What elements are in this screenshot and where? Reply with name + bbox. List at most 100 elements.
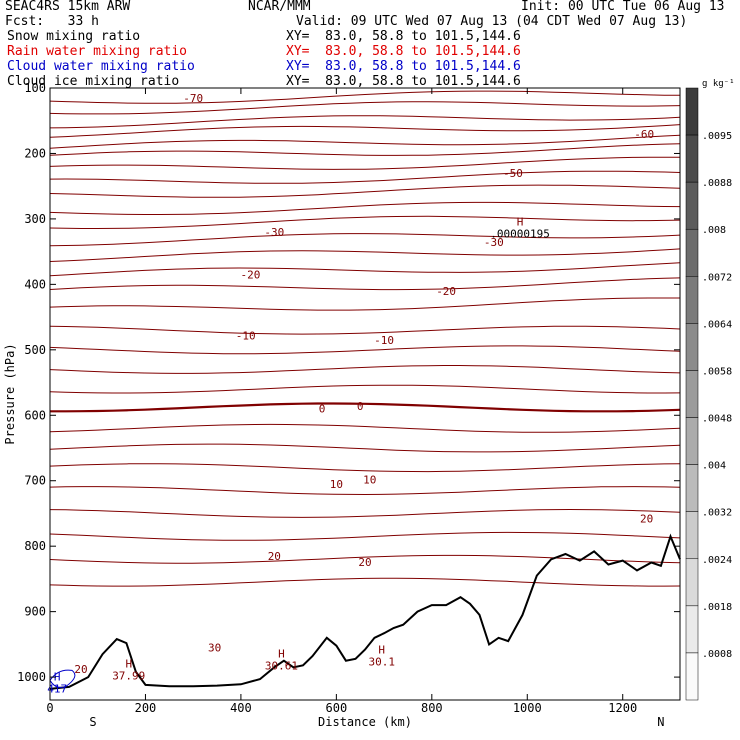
x-tick-label: 1000: [513, 701, 542, 715]
colorbar-label: .0008: [702, 649, 732, 660]
colorbar-cell: [685, 652, 699, 701]
colorbar-label: .0095: [702, 131, 732, 142]
isotherm-line: [49, 577, 681, 587]
colorbar-cell: [685, 417, 699, 465]
extremum-value: 417: [47, 682, 67, 695]
y-tick-label: 500: [24, 343, 46, 357]
contour-label: -60: [634, 128, 654, 141]
forecast-hour: Fcst: 33 h: [5, 14, 99, 29]
colorbar-label: .0018: [702, 602, 732, 613]
field-name-cloud-water: Cloud water mixing ratio: [7, 59, 195, 74]
contour-label: -20: [241, 269, 261, 282]
contour-label: -20: [436, 285, 456, 298]
y-tick-label: 800: [24, 539, 46, 553]
extremum-value: 30.1: [368, 656, 395, 669]
x-axis-title: Distance (km): [318, 715, 412, 729]
direction-label-south: S: [89, 715, 96, 729]
colorbar-cell: [685, 181, 699, 230]
isotherm-line: [49, 170, 681, 184]
colorbar-cell: [685, 370, 699, 418]
contour-label: 0: [357, 400, 364, 413]
contour-label: 20: [640, 513, 653, 526]
colorbar-cell: [685, 558, 699, 607]
cloud-water-contour: [49, 669, 76, 688]
colorbar-cell: [685, 228, 699, 277]
isotherm-line: [49, 423, 681, 433]
y-axis-title: Pressure (hPa): [3, 343, 17, 444]
x-tick-label: 800: [421, 701, 443, 715]
plot-frame: [49, 87, 681, 701]
center-title: NCAR/MMM: [248, 0, 311, 14]
isotherms: [49, 90, 681, 587]
direction-label-north: N: [657, 715, 664, 729]
isotherm-line: [49, 156, 681, 170]
contour-label: -30: [264, 226, 284, 239]
extremum-value: 37.99: [112, 669, 145, 682]
terrain: [49, 533, 681, 690]
colorbar-label: .0048: [702, 414, 732, 425]
contour-label: 20: [74, 663, 87, 676]
field-name-cloud-ice: Cloud ice mixing ratio: [7, 74, 180, 89]
extremum-mark: H: [378, 644, 385, 657]
y-tick-label: 100: [24, 81, 46, 95]
isotherm-line: [49, 325, 681, 335]
colorbar-label: .0024: [702, 555, 732, 566]
extremum-mark: H: [278, 647, 285, 660]
contour-label: -10: [374, 334, 394, 347]
colorbar-cell: [685, 87, 699, 136]
contour-label: 10: [363, 473, 376, 486]
colorbar-cell: [685, 511, 699, 560]
isotherm-line: [49, 384, 681, 394]
isotherm-line: [49, 297, 680, 311]
isotherm-line: [49, 345, 681, 355]
y-tick-label: 600: [24, 408, 46, 422]
field-xy-rain: XY= 83.0, 58.8 to 101.5,144.6: [286, 44, 521, 59]
field-name-rain: Rain water mixing ratio: [7, 44, 188, 59]
x-tick-label: 200: [135, 701, 157, 715]
isotherm-line: [49, 365, 681, 374]
colorbar: .0095 .0088 .008 .0072 .0064 .0058 .0048 .004 .0…: [685, 79, 735, 701]
colorbar-label: .0088: [702, 178, 732, 189]
colorbar-label: .0032: [702, 508, 732, 519]
field-xy-cloud-water: XY= 83.0, 58.8 to 101.5,144.6: [286, 59, 521, 74]
colorbar-label: .0058: [702, 366, 732, 377]
plot-border: [49, 87, 681, 701]
extremum-value: 30.61: [265, 659, 298, 672]
contour-label: -50: [503, 167, 523, 180]
contour-label: -70: [183, 92, 203, 105]
isotherm-line: [49, 486, 681, 496]
isotherm-line: [49, 531, 681, 541]
isotherm-line: [49, 215, 681, 229]
contour-labels: -70 -60 -50 -30 -30 -20 -20 -10 -10 0 0 10 10 20 20 20 3…: [47, 92, 654, 696]
isotherm-line: [49, 90, 681, 104]
colorbar-cell: [685, 323, 699, 371]
isotherm-line: [49, 124, 681, 138]
isotherm-line: [49, 262, 681, 277]
init-time: Init: 00 UTC Tue 06 Aug 13: [521, 0, 725, 14]
contour-label: -10: [236, 329, 256, 342]
isotherm-line: [49, 443, 681, 453]
isotherm-line: [50, 402, 681, 413]
isotherm-line: [49, 115, 681, 129]
valid-time: Valid: 09 UTC Wed 07 Aug 13 (04 CDT Wed …: [296, 14, 688, 29]
contour-label: 30: [208, 642, 221, 655]
y-tick-label: 300: [24, 212, 46, 226]
x-tick-label: 1200: [608, 701, 637, 715]
contour-label: 20: [358, 556, 371, 569]
contour-label: 20: [268, 550, 281, 563]
extremum-mark: H: [517, 215, 524, 228]
isotherm-line: [49, 134, 681, 149]
isotherm-line: [49, 248, 681, 262]
x-tick-label: 400: [230, 701, 252, 715]
extremum-mark: H: [125, 657, 132, 670]
isotherm-line: [49, 277, 681, 291]
y-tick-label: 900: [24, 605, 46, 619]
y-tick-label: 1000: [17, 670, 46, 684]
contour-label: 0: [319, 403, 326, 416]
colorbar-cell: [685, 134, 699, 183]
colorbar-label: .004: [702, 461, 726, 472]
isotherm-line: [49, 143, 681, 156]
isotherm-line: [49, 233, 681, 247]
